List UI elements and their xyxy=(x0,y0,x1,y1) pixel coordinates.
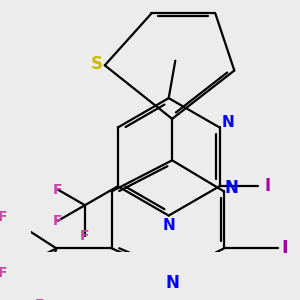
Text: F: F xyxy=(0,210,8,224)
Text: F: F xyxy=(53,183,63,197)
Text: F: F xyxy=(53,214,63,228)
Text: I: I xyxy=(282,239,289,257)
Text: N: N xyxy=(225,178,238,196)
Text: N: N xyxy=(166,274,179,292)
Text: I: I xyxy=(265,177,271,195)
Text: S: S xyxy=(91,55,103,73)
Text: F: F xyxy=(0,266,8,280)
Text: N: N xyxy=(221,115,234,130)
Text: F: F xyxy=(80,229,90,243)
Text: N: N xyxy=(162,218,175,232)
Text: F: F xyxy=(34,298,44,300)
